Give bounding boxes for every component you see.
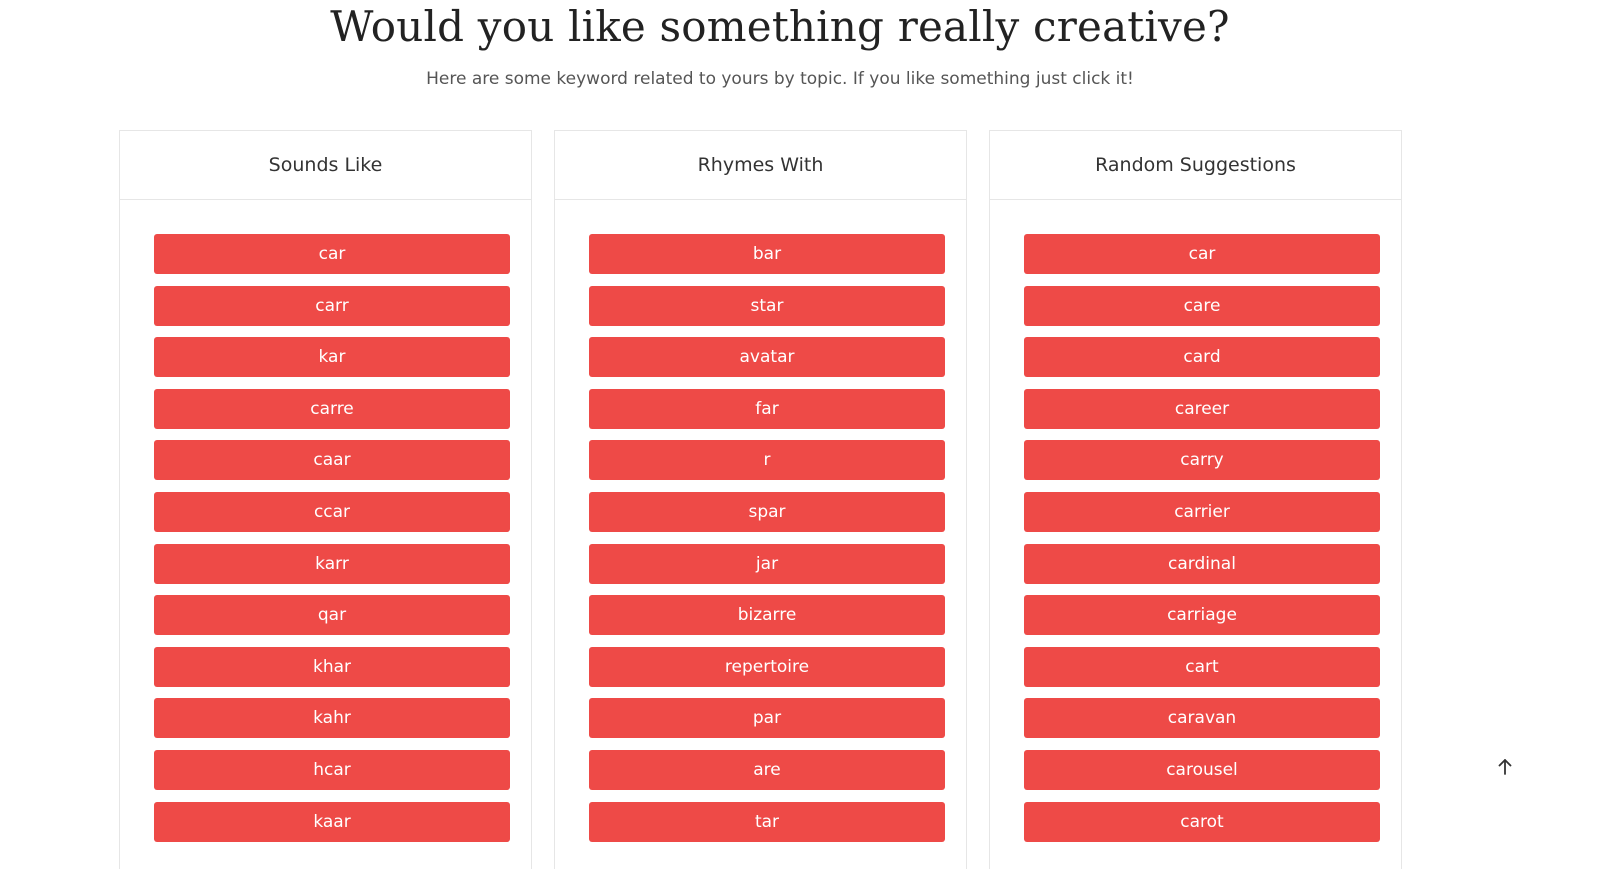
keyword-button[interactable]: cardinal <box>1024 543 1380 584</box>
keyword-button[interactable]: khar <box>154 646 510 687</box>
keyword-list: bar star avatar far r spar jar bizarre r… <box>589 234 945 853</box>
keyword-button[interactable]: star <box>589 285 945 326</box>
keyword-button[interactable]: spar <box>589 491 945 532</box>
keyword-button[interactable]: carr <box>154 285 510 326</box>
back-to-top-button[interactable] <box>1490 752 1520 782</box>
keyword-button[interactable]: caravan <box>1024 698 1380 739</box>
keyword-button[interactable]: caar <box>154 440 510 481</box>
keyword-button[interactable]: career <box>1024 388 1380 429</box>
sounds-like-panel: Sounds Like car carr kar carre caar ccar… <box>119 130 532 869</box>
keyword-button[interactable]: karr <box>154 543 510 584</box>
keyword-button[interactable]: carry <box>1024 440 1380 481</box>
keyword-button[interactable]: far <box>589 388 945 429</box>
keyword-button[interactable]: bar <box>589 234 945 274</box>
random-suggestions-panel: Random Suggestions car care card career … <box>989 130 1402 869</box>
page-title: Would you like something really creative… <box>330 2 1230 51</box>
keyword-button[interactable]: kahr <box>154 698 510 739</box>
keyword-button[interactable]: bizarre <box>589 595 945 636</box>
keyword-button[interactable]: tar <box>589 801 945 842</box>
page-subtitle: Here are some keyword related to yours b… <box>426 69 1134 89</box>
panel-title: Rhymes With <box>555 131 966 200</box>
keyword-button[interactable]: r <box>589 440 945 481</box>
keyword-button[interactable]: kaar <box>154 801 510 842</box>
keyword-button[interactable]: par <box>589 698 945 739</box>
keyword-button[interactable]: kar <box>154 337 510 378</box>
keyword-button[interactable]: hcar <box>154 749 510 790</box>
keyword-button[interactable]: carre <box>154 388 510 429</box>
keyword-button[interactable]: care <box>1024 285 1380 326</box>
keyword-list: car carr kar carre caar ccar karr qar kh… <box>154 234 510 853</box>
keyword-button[interactable]: cart <box>1024 646 1380 687</box>
keyword-button[interactable]: car <box>1024 234 1380 274</box>
keyword-button[interactable]: repertoire <box>589 646 945 687</box>
keyword-button[interactable]: are <box>589 749 945 790</box>
panel-title: Random Suggestions <box>990 131 1401 200</box>
arrow-up-icon <box>1498 759 1512 775</box>
panel-title: Sounds Like <box>120 131 531 200</box>
keyword-button[interactable]: car <box>154 234 510 274</box>
keyword-button[interactable]: qar <box>154 595 510 636</box>
keyword-button[interactable]: jar <box>589 543 945 584</box>
keyword-button[interactable]: ccar <box>154 491 510 532</box>
rhymes-with-panel: Rhymes With bar star avatar far r spar j… <box>554 130 967 869</box>
keyword-button[interactable]: carousel <box>1024 749 1380 790</box>
keyword-button[interactable]: carriage <box>1024 595 1380 636</box>
keyword-button[interactable]: carrier <box>1024 491 1380 532</box>
keyword-button[interactable]: card <box>1024 337 1380 378</box>
keyword-button[interactable]: carot <box>1024 801 1380 842</box>
keyword-list: car care card career carry carrier cardi… <box>1024 234 1380 853</box>
keyword-button[interactable]: avatar <box>589 337 945 378</box>
